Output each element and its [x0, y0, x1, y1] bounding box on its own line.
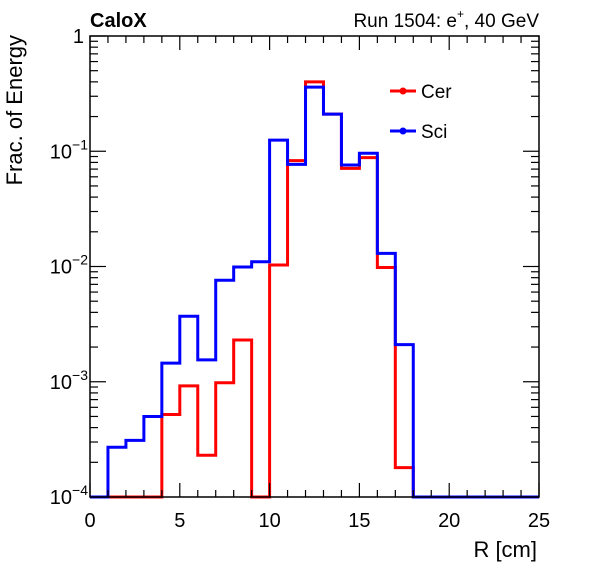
- y-tick-label: 10−4: [50, 482, 88, 509]
- legend-cer-marker: [399, 87, 407, 95]
- x-axis-label: R [cm]: [473, 537, 537, 562]
- y-tick-label: 10−3: [50, 367, 88, 394]
- x-tick-label: 10: [258, 510, 280, 532]
- x-tick-label: 5: [174, 510, 185, 532]
- header-left-label: CaloX: [90, 10, 147, 32]
- legend-sci-marker: [399, 127, 407, 135]
- header-energy: , 40 GeV: [464, 11, 539, 32]
- legend: Cer Sci: [390, 82, 452, 143]
- y-axis-label: Frac. of Energy: [2, 35, 27, 185]
- header-right-label: Run 1504: e+, 40 GeV: [353, 7, 539, 32]
- plot-frame: [89, 35, 540, 498]
- ticks-layer: [89, 35, 540, 498]
- x-tick-label: 0: [84, 510, 95, 532]
- series-layer: [90, 80, 539, 499]
- x-tick-label: 15: [348, 510, 370, 532]
- series-sci-line: [90, 85, 539, 499]
- x-tick-label: 20: [438, 510, 460, 532]
- y-tick-label: 1: [73, 26, 84, 48]
- y-tick-label: 10−1: [50, 136, 88, 163]
- y-tick-label: 10−2: [50, 252, 88, 279]
- labels-layer: 0 5 10 15 20 25 1 10−1 10−2 10−3 10−4: [50, 26, 550, 532]
- legend-sci-label: Sci: [421, 122, 447, 143]
- header-sup: +: [457, 7, 464, 21]
- header-run: Run 1504: e: [353, 11, 457, 32]
- series-cer-line: [90, 80, 539, 499]
- legend-cer-label: Cer: [421, 82, 452, 103]
- x-tick-label: 25: [528, 510, 550, 532]
